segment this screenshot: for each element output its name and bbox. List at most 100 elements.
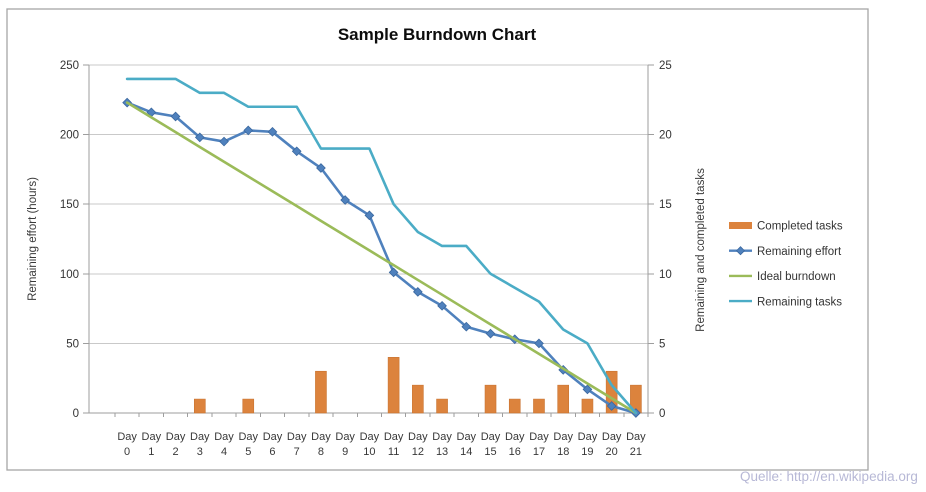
axes xyxy=(83,64,654,417)
line-remaining-effort xyxy=(125,101,638,415)
marker-remaining-effort xyxy=(606,401,617,411)
x-label-day-word: Day xyxy=(578,431,598,443)
x-label-day-word: Day xyxy=(505,431,525,443)
marker-remaining-effort xyxy=(316,163,326,173)
bar-completed-tasks xyxy=(315,370,327,414)
x-label-day-number: 12 xyxy=(412,446,424,458)
chart-title: Sample Burndown Chart xyxy=(338,25,537,44)
x-label-day-number: 5 xyxy=(245,446,251,458)
x-label-day-word: Day xyxy=(263,431,283,443)
marker-remaining-effort xyxy=(461,321,472,332)
bar-completed-tasks xyxy=(508,398,521,414)
right-tick-label: 5 xyxy=(659,338,665,350)
x-label-day-word: Day xyxy=(481,431,501,443)
line-series xyxy=(122,77,641,418)
x-label-day-word: Day xyxy=(311,431,331,443)
watermark-source-text: Quelle: http://en.wikipedia.org xyxy=(740,469,918,484)
bar-completed-tasks xyxy=(557,384,570,414)
x-label-day-number: 7 xyxy=(294,446,300,458)
bar-completed-tasks xyxy=(581,398,594,414)
bar-completed-tasks xyxy=(387,357,400,414)
legend: Completed tasks Remaining effort Ideal bur… xyxy=(729,221,843,308)
x-label-day-word: Day xyxy=(190,431,210,443)
x-label-day-word: Day xyxy=(335,431,355,443)
legend-label-completed-tasks: Completed tasks xyxy=(757,221,843,233)
left-tick-label: 250 xyxy=(60,60,79,72)
x-label-day-number: 19 xyxy=(581,446,593,458)
left-tick-label: 50 xyxy=(66,338,79,350)
marker-remaining-effort xyxy=(412,287,423,297)
line-ideal-burndown xyxy=(125,101,638,415)
marker-remaining-effort xyxy=(388,267,399,278)
marker-remaining-effort xyxy=(170,111,181,122)
gridlines xyxy=(89,64,648,344)
marker-remaining-effort xyxy=(437,300,447,311)
completed-tasks-bars xyxy=(193,357,642,414)
x-label-day-number: 20 xyxy=(606,446,618,458)
legend-label-remaining-tasks: Remaining tasks xyxy=(757,296,842,308)
x-label-day-word: Day xyxy=(384,431,404,443)
x-label-day-number: 17 xyxy=(533,446,545,458)
x-label-day-word: Day xyxy=(553,431,573,443)
left-axis-title: Remaining effort (hours) xyxy=(27,177,39,301)
x-label-day-number: 3 xyxy=(197,446,203,458)
x-label-day-number: 0 xyxy=(124,446,130,458)
right-tick-label: 20 xyxy=(659,130,672,142)
x-label-day-number: 11 xyxy=(388,446,399,458)
legend-marker-remaining-effort xyxy=(735,246,746,256)
x-label-day-number: 9 xyxy=(342,446,348,458)
right-tick-label: 15 xyxy=(659,199,672,211)
x-label-day-word: Day xyxy=(602,431,622,443)
x-label-day-number: 10 xyxy=(363,446,375,458)
x-label-day-number: 6 xyxy=(269,446,275,458)
x-axis-labels: Day 0 Day 1 Day 2 Day 3 Day 4 Day 5 Day 6 Day 7 Day 8 Day 9… xyxy=(117,431,646,458)
marker-remaining-effort xyxy=(243,125,254,136)
bar-completed-tasks xyxy=(484,384,497,414)
marker-remaining-effort xyxy=(291,146,302,157)
right-axis-title: Remaining and completed tasks xyxy=(695,168,707,332)
x-label-day-word: Day xyxy=(626,431,646,443)
bar-completed-tasks xyxy=(412,384,424,414)
legend-swatch-completed-tasks xyxy=(729,222,752,229)
bar-completed-tasks xyxy=(193,398,206,414)
x-label-day-word: Day xyxy=(238,431,258,443)
x-label-day-number: 4 xyxy=(221,446,227,458)
marker-remaining-effort xyxy=(340,195,351,205)
left-tick-label: 0 xyxy=(73,408,79,420)
x-label-day-word: Day xyxy=(142,431,162,443)
left-axis-tick-labels: 0 50 100 150 200 250 xyxy=(60,60,79,420)
bar-completed-tasks xyxy=(242,398,255,414)
left-tick-label: 200 xyxy=(60,130,79,142)
x-label-day-number: 21 xyxy=(630,446,642,458)
x-label-day-word: Day xyxy=(166,431,186,443)
x-label-day-word: Day xyxy=(529,431,549,443)
marker-remaining-effort xyxy=(267,126,278,137)
legend-label-ideal-burndown: Ideal burndown xyxy=(757,271,836,283)
x-label-day-number: 8 xyxy=(318,446,324,458)
marker-remaining-effort xyxy=(219,136,229,147)
marker-remaining-effort xyxy=(485,328,496,339)
marker-remaining-effort xyxy=(582,384,593,395)
line-remaining-tasks xyxy=(125,77,638,415)
x-label-day-word: Day xyxy=(432,431,452,443)
marker-remaining-effort xyxy=(534,338,544,349)
x-label-day-number: 14 xyxy=(460,446,472,458)
x-label-day-number: 1 xyxy=(148,446,154,458)
x-label-day-number: 18 xyxy=(557,446,569,458)
x-label-day-number: 15 xyxy=(484,446,496,458)
marker-remaining-effort xyxy=(364,210,375,221)
marker-remaining-effort xyxy=(194,132,205,143)
left-tick-label: 100 xyxy=(60,269,79,281)
right-axis-tick-labels: 0 5 10 15 20 25 xyxy=(659,60,672,420)
right-tick-label: 0 xyxy=(659,408,665,420)
x-label-day-word: Day xyxy=(457,431,477,443)
legend-label-remaining-effort: Remaining effort xyxy=(757,246,842,258)
left-tick-label: 150 xyxy=(60,199,79,211)
x-label-day-word: Day xyxy=(117,431,137,443)
x-label-day-word: Day xyxy=(360,431,380,443)
right-tick-label: 25 xyxy=(659,60,672,72)
x-label-day-word: Day xyxy=(408,431,428,443)
bar-completed-tasks xyxy=(436,398,448,414)
